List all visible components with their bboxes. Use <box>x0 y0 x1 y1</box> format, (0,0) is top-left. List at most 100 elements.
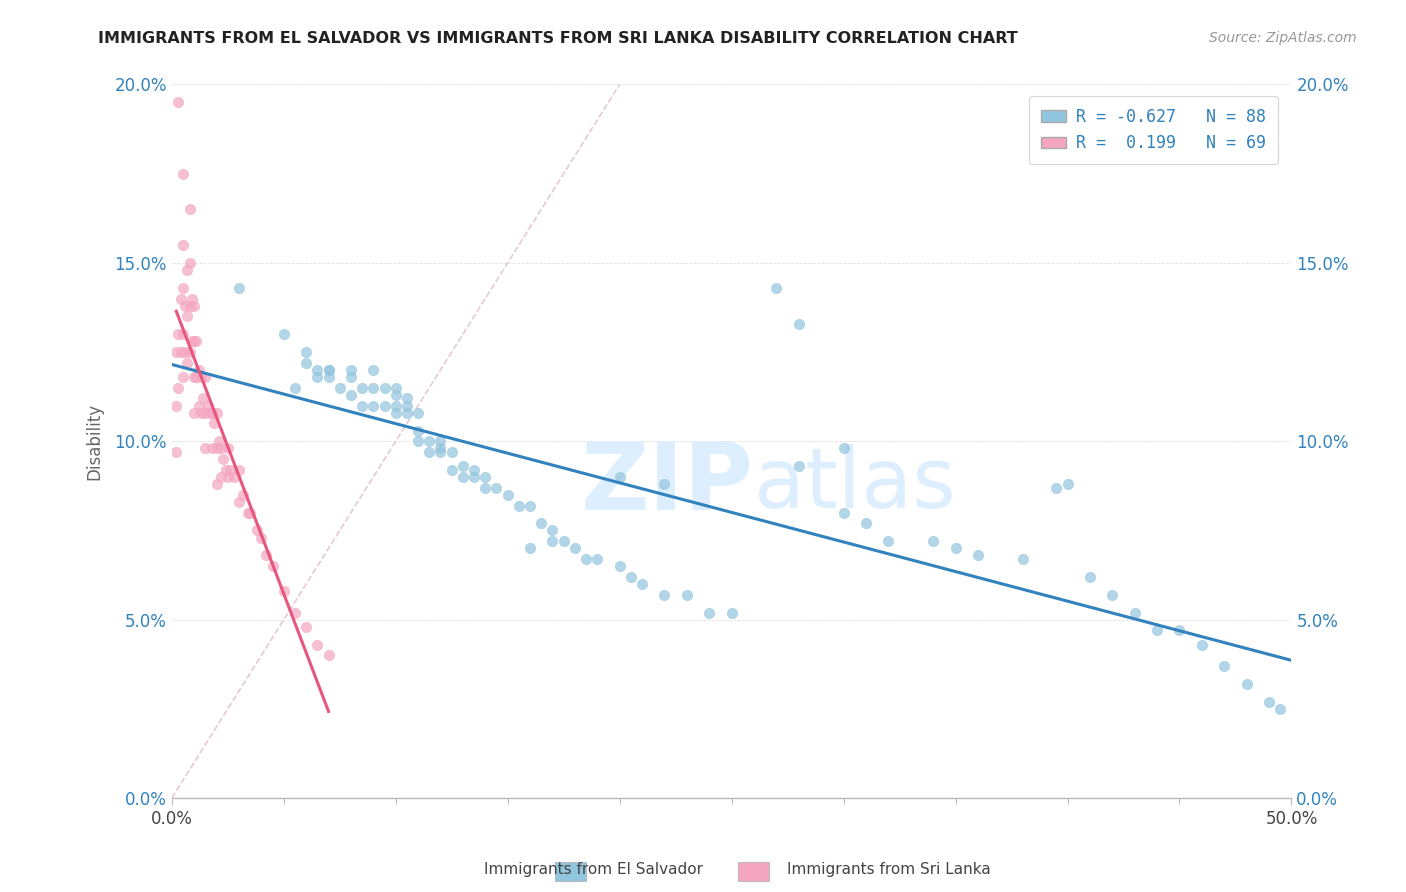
Point <box>183 406 205 420</box>
Point <box>209 442 232 456</box>
Point <box>463 470 485 484</box>
Point <box>1258 695 1281 709</box>
Point <box>440 463 463 477</box>
Point <box>631 577 654 591</box>
Text: Immigrants from El Salvador: Immigrants from El Salvador <box>484 863 703 877</box>
Point <box>232 488 254 502</box>
Point <box>451 470 474 484</box>
Point <box>167 95 190 110</box>
Point <box>855 516 877 531</box>
Point <box>284 606 307 620</box>
Point <box>519 499 541 513</box>
Point <box>194 406 217 420</box>
Point <box>194 442 217 456</box>
Y-axis label: Disability: Disability <box>86 402 103 480</box>
Point <box>586 552 609 566</box>
Point <box>945 541 967 556</box>
Point <box>262 559 284 574</box>
Point <box>329 381 352 395</box>
Point <box>352 399 374 413</box>
Point <box>176 310 198 324</box>
Point <box>165 345 187 359</box>
Point <box>541 524 564 538</box>
Point <box>440 445 463 459</box>
Point <box>172 370 194 384</box>
Point <box>1191 638 1213 652</box>
Point <box>609 470 631 484</box>
Text: Immigrants from Sri Lanka: Immigrants from Sri Lanka <box>787 863 991 877</box>
Point <box>485 481 508 495</box>
Point <box>254 549 277 563</box>
Point <box>373 399 395 413</box>
Point <box>530 516 553 531</box>
Point <box>787 459 810 474</box>
Point <box>214 463 236 477</box>
Point <box>246 524 269 538</box>
Point <box>224 470 246 484</box>
Point <box>1045 481 1067 495</box>
Point <box>429 434 451 449</box>
Point <box>167 327 190 342</box>
Point <box>496 488 519 502</box>
Legend: R = -0.627   N = 88, R =  0.199   N = 69: R = -0.627 N = 88, R = 0.199 N = 69 <box>1029 96 1278 164</box>
Point <box>172 281 194 295</box>
Point <box>553 534 575 549</box>
Point <box>167 381 190 395</box>
Point <box>205 442 228 456</box>
Point <box>183 299 205 313</box>
Point <box>202 417 225 431</box>
Point <box>363 381 385 395</box>
Point <box>205 406 228 420</box>
Point <box>1011 552 1033 566</box>
Point <box>340 363 363 377</box>
Point <box>1101 588 1123 602</box>
Point <box>720 606 742 620</box>
Point <box>201 442 224 456</box>
Point <box>201 406 224 420</box>
Point <box>340 370 363 384</box>
Point <box>318 363 340 377</box>
Point <box>832 506 855 520</box>
Point <box>187 363 209 377</box>
Point <box>236 506 259 520</box>
Point <box>1270 702 1292 716</box>
Point <box>395 399 418 413</box>
Point <box>172 238 194 252</box>
Text: Source: ZipAtlas.com: Source: ZipAtlas.com <box>1209 31 1357 45</box>
Point <box>172 167 194 181</box>
Point <box>174 345 197 359</box>
Point <box>1123 606 1146 620</box>
Point <box>654 588 676 602</box>
Point <box>418 445 440 459</box>
Point <box>519 541 541 556</box>
Point <box>429 442 451 456</box>
Point <box>176 356 198 370</box>
Point <box>922 534 945 549</box>
Point <box>352 381 374 395</box>
Point <box>190 406 212 420</box>
Point <box>295 345 318 359</box>
Point <box>787 317 810 331</box>
Point <box>198 406 221 420</box>
Point <box>205 477 228 491</box>
Point <box>474 481 496 495</box>
Point <box>219 463 242 477</box>
Point <box>239 506 262 520</box>
Text: ZIP: ZIP <box>581 438 754 530</box>
Point <box>208 434 231 449</box>
Point <box>190 370 212 384</box>
Point <box>170 292 193 306</box>
Point <box>307 638 329 652</box>
Point <box>541 534 564 549</box>
Point <box>170 345 193 359</box>
Point <box>191 392 214 406</box>
Point <box>832 442 855 456</box>
Point <box>418 434 440 449</box>
Point <box>228 281 250 295</box>
Point <box>406 434 429 449</box>
Point <box>765 281 787 295</box>
Point <box>181 292 204 306</box>
Point <box>609 559 631 574</box>
Point <box>295 620 318 634</box>
Point <box>451 459 474 474</box>
